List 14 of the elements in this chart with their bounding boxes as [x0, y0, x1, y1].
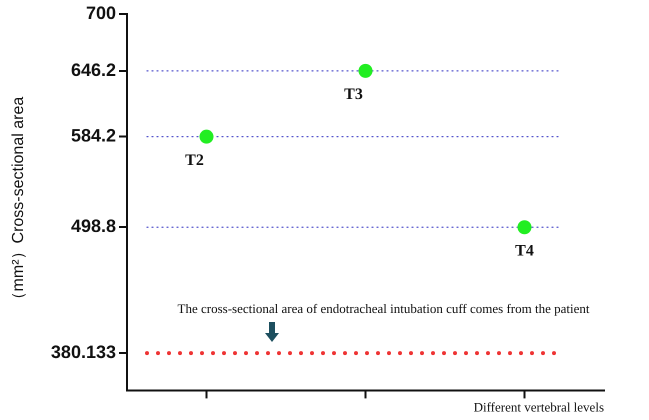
y-tick-label: 700 — [86, 2, 116, 23]
annotation: T2 — [185, 152, 204, 169]
y-tick-label: 646.2 — [70, 60, 116, 80]
point — [358, 64, 372, 78]
ref-line-label: The cross-sectional area of endotracheal intubation cuff comes from the patient — [178, 301, 590, 316]
annotation: T4 — [515, 242, 534, 260]
annotation: T3 — [344, 86, 363, 104]
y-axis-title: （mm²）Cross-sectional area — [10, 96, 28, 308]
point — [200, 130, 214, 144]
y-tick-label: 380.133 — [50, 342, 116, 362]
x-axis-title: Different vertebral levels — [474, 400, 604, 415]
point — [518, 220, 532, 234]
y-tick-label: 498.8 — [70, 216, 116, 236]
y-tick-label: 584.2 — [70, 126, 116, 146]
